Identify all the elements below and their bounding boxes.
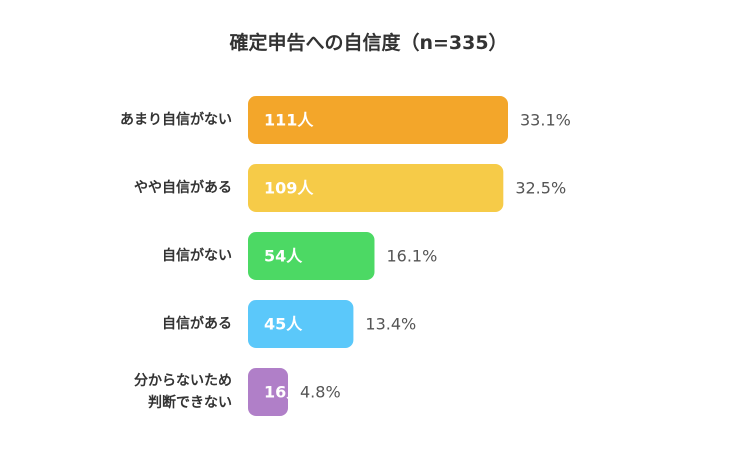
percent-label: 13.4%	[365, 315, 416, 334]
category-label: あまり自信がない	[120, 111, 232, 128]
chart-title: 確定申告への自信度（n=335）	[229, 32, 508, 54]
value-label: 16人	[264, 383, 303, 402]
bar	[248, 300, 354, 348]
bar	[248, 368, 288, 416]
bar	[248, 232, 375, 280]
category-label: 自信がない	[162, 247, 232, 264]
category-label: 自信がある	[162, 315, 232, 332]
value-label: 54人	[264, 247, 303, 266]
percent-label: 4.8%	[300, 383, 341, 402]
category-label: やや自信がある	[134, 179, 232, 196]
bar	[248, 96, 508, 144]
percent-label: 33.1%	[520, 111, 571, 130]
category-label: 分からないため	[134, 373, 232, 389]
value-label: 111人	[264, 111, 314, 130]
percent-label: 16.1%	[386, 247, 437, 266]
category-label: 判断できない	[148, 394, 232, 411]
percent-label: 32.5%	[515, 179, 566, 198]
value-label: 45人	[264, 315, 303, 334]
bar	[248, 164, 504, 212]
value-label: 109人	[264, 179, 314, 198]
